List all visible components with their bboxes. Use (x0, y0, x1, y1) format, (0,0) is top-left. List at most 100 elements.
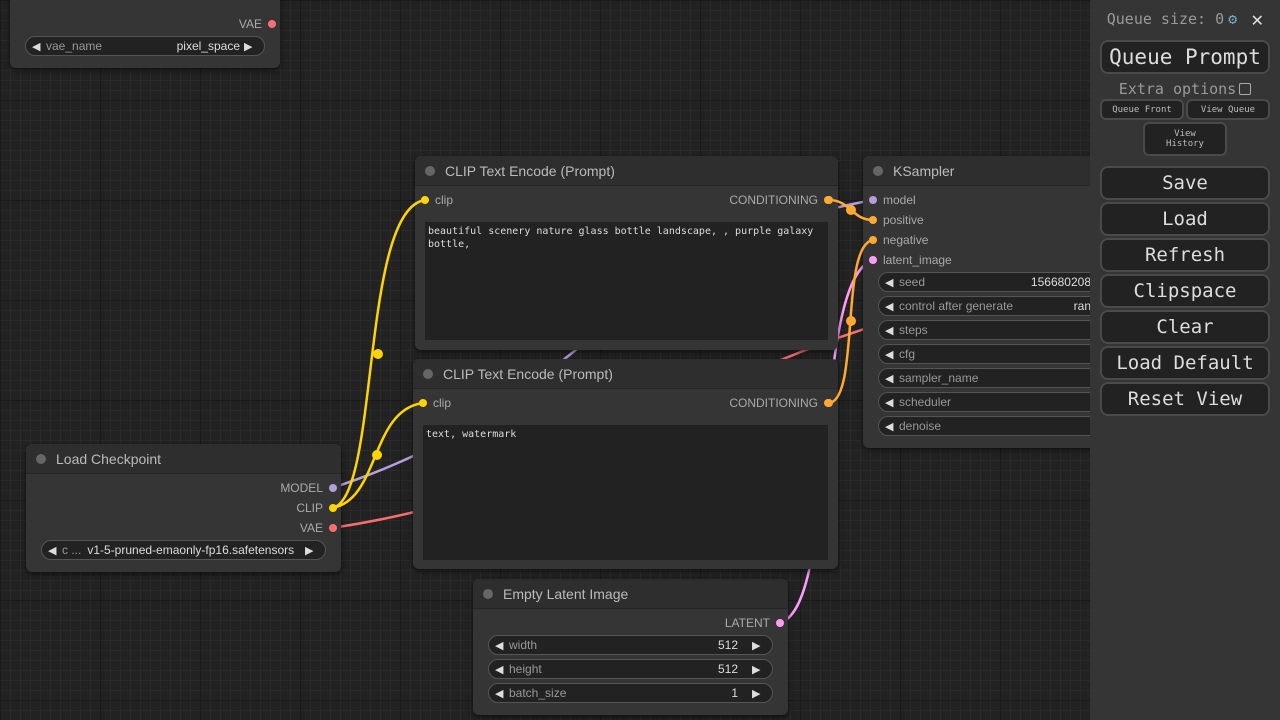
widget-value: 512 (717, 638, 738, 652)
model-output[interactable]: MODEL (280, 481, 337, 495)
left-arrow-icon[interactable]: ◀ (495, 687, 504, 700)
wires-front (331, 196, 874, 510)
widget-label: sampler_name (899, 371, 979, 385)
node-title[interactable]: KSampler (863, 156, 1090, 186)
sidebar-menu: Queue size: 0 ⚙ ✕ Queue Prompt Extra opt… (1090, 0, 1280, 720)
wire-midpoint[interactable] (372, 450, 382, 460)
batch-size-widget[interactable]: ◀ batch_size 1 ▶ (488, 683, 773, 703)
left-arrow-icon[interactable]: ◀ (885, 300, 894, 313)
prompt-textarea[interactable]: text, watermark (423, 425, 828, 560)
left-arrow-icon[interactable]: ◀ (885, 420, 894, 433)
widget-label: c ... (62, 543, 82, 557)
input-label: clip (433, 396, 452, 410)
clip-text-encode-positive-node[interactable]: CLIP Text Encode (Prompt) clip CONDITION… (415, 156, 838, 350)
output-label: MODEL (280, 481, 323, 495)
ksampler-node[interactable]: KSampler model positive negative latent_ima… (863, 156, 1090, 448)
clip-text-encode-negative-node[interactable]: CLIP Text Encode (Prompt) clip CONDITION… (413, 359, 838, 569)
output-label: VAE (238, 17, 262, 31)
widget-label: vae_name (46, 39, 103, 53)
control-after-generate-widget[interactable]: ◀ control after generate ran (878, 296, 1090, 316)
left-arrow-icon[interactable]: ◀ (885, 276, 894, 289)
prompt-textarea[interactable]: beautiful scenery nature glass bottle la… (425, 222, 828, 340)
wire-midpoint[interactable] (846, 205, 856, 215)
left-arrow-icon[interactable]: ◀ (885, 348, 894, 361)
input-label: latent_image (883, 253, 952, 267)
load-button[interactable]: Load (1100, 202, 1270, 236)
node-title[interactable]: Load Checkpoint (26, 444, 341, 474)
right-arrow-icon[interactable]: ▶ (752, 663, 761, 676)
denoise-widget[interactable]: ◀ denoise (878, 416, 1090, 436)
seed-widget[interactable]: ◀ seed 156680208 (878, 272, 1090, 292)
wire-midpoint[interactable] (373, 349, 383, 359)
cfg-widget[interactable]: ◀ cfg (878, 344, 1090, 364)
right-arrow-icon[interactable]: ▶ (752, 639, 761, 652)
right-arrow-icon[interactable]: ▶ (305, 544, 314, 557)
vae-output[interactable]: VAE (239, 17, 276, 31)
settings-gear-icon[interactable]: ⚙ (1228, 10, 1238, 28)
left-arrow-icon[interactable]: ◀ (495, 663, 504, 676)
clipspace-button[interactable]: Clipspace (1100, 274, 1270, 308)
vae-loader-node[interactable]: VAE ◀ vae_name pixel_space ▶ (10, 0, 280, 68)
left-arrow-icon[interactable]: ◀ (885, 372, 894, 385)
refresh-button[interactable]: Refresh (1100, 238, 1270, 272)
widget-value: 512 (717, 662, 738, 676)
sampler-name-widget[interactable]: ◀ sampler_name (878, 368, 1090, 388)
queue-front-button[interactable]: Queue Front (1100, 99, 1184, 120)
widget-value: ran (1073, 299, 1090, 313)
input-label: clip (435, 193, 454, 207)
output-label: CLIP (296, 501, 323, 515)
empty-latent-image-node[interactable]: Empty Latent Image LATENT ◀ width 512 ▶ ◀ hei… (473, 579, 788, 715)
widget-label: seed (899, 275, 926, 289)
view-queue-button[interactable]: View Queue (1186, 99, 1270, 120)
wire-clip-positive (331, 198, 426, 510)
output-dot[interactable] (268, 20, 276, 28)
height-widget[interactable]: ◀ height 512 ▶ (488, 659, 773, 679)
ksampler-input-model[interactable]: model (869, 193, 916, 207)
output-dot[interactable] (329, 524, 337, 532)
width-widget[interactable]: ◀ width 512 ▶ (488, 635, 773, 655)
queue-prompt-button[interactable]: Queue Prompt (1100, 40, 1270, 74)
left-arrow-icon[interactable]: ◀ (48, 544, 57, 557)
left-arrow-icon[interactable]: ◀ (32, 40, 41, 53)
reset-view-button[interactable]: Reset View (1100, 382, 1270, 416)
input-label: positive (883, 213, 924, 227)
widget-value: 1 (731, 686, 738, 700)
ckpt-name-widget[interactable]: ◀ c ... v1-5-pruned-emaonly-fp16.safetenso… (41, 540, 326, 560)
output-dot[interactable] (329, 484, 337, 492)
view-history-button[interactable]: View History (1143, 122, 1227, 156)
node-title[interactable]: Empty Latent Image (473, 579, 788, 609)
left-arrow-icon[interactable]: ◀ (885, 396, 894, 409)
input-dot[interactable] (869, 256, 877, 264)
output-label: CONDITIONING (729, 396, 818, 410)
vae-name-widget[interactable]: ◀ vae_name pixel_space ▶ (25, 36, 265, 56)
left-arrow-icon[interactable]: ◀ (885, 324, 894, 337)
right-arrow-icon[interactable]: ▶ (244, 40, 253, 53)
widget-label: cfg (899, 347, 916, 361)
widget-label: width (509, 638, 538, 652)
right-arrow-icon[interactable]: ▶ (752, 687, 761, 700)
extra-options-label: Extra options (1118, 80, 1237, 98)
save-button[interactable]: Save (1100, 166, 1270, 200)
steps-widget[interactable]: ◀ steps (878, 320, 1090, 340)
extra-options-checkbox[interactable] (1239, 83, 1252, 95)
node-canvas[interactable]: VAE ◀ vae_name pixel_space ▶ CLIP Text Enco… (0, 0, 1090, 720)
close-icon[interactable]: ✕ (1251, 7, 1264, 31)
queue-size-label: Queue size: 0 (1106, 10, 1225, 28)
widget-value: v1-5-pruned-emaonly-fp16.safetensors (87, 543, 295, 557)
output-label: CONDITIONING (729, 193, 818, 207)
ksampler-input-latent-image[interactable]: latent_image (869, 253, 952, 267)
clear-button[interactable]: Clear (1100, 310, 1270, 344)
widget-label: height (509, 662, 542, 676)
load-default-button[interactable]: Load Default (1100, 346, 1270, 380)
scheduler-widget[interactable]: ◀ scheduler (878, 392, 1090, 412)
left-arrow-icon[interactable]: ◀ (495, 639, 504, 652)
node-title[interactable]: CLIP Text Encode (Prompt) (415, 156, 838, 186)
input-dot[interactable] (869, 196, 877, 204)
wire-midpoint[interactable] (846, 316, 856, 326)
latent-output[interactable]: LATENT (725, 616, 784, 630)
load-checkpoint-node[interactable]: Load Checkpoint MODEL CLIP VAE ◀ c ... v1-… (26, 444, 341, 572)
output-dot[interactable] (776, 619, 784, 627)
node-title[interactable]: CLIP Text Encode (Prompt) (413, 359, 838, 389)
widget-label: batch_size (509, 686, 567, 700)
vae-output[interactable]: VAE (300, 521, 337, 535)
